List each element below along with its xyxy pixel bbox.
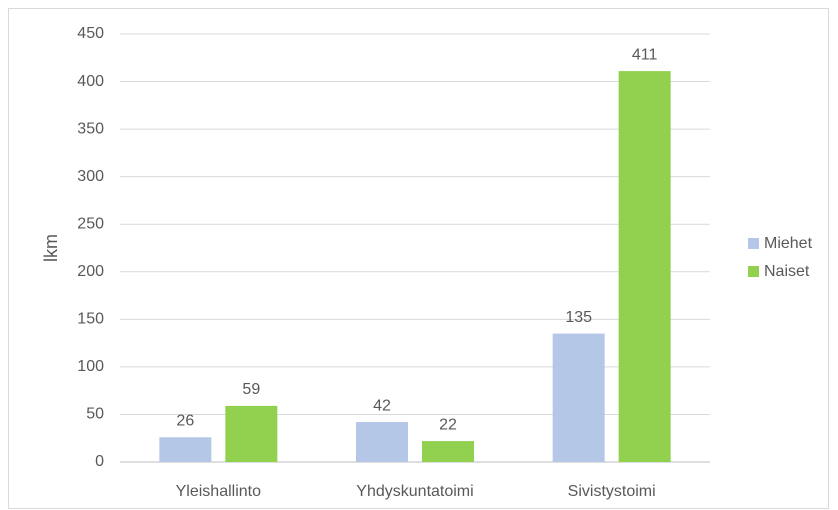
bar [552,333,605,462]
x-tick-label: Yleishallinto [176,483,261,500]
legend-swatch [748,266,759,277]
y-tick-label: 400 [77,73,104,90]
bar [225,405,278,462]
data-label: 135 [565,309,592,326]
y-tick-label: 350 [77,120,104,137]
x-tick-label: Sivistystoimi [568,483,656,500]
data-label: 42 [373,397,391,414]
legend-label: Naiset [764,263,810,280]
legend-label: Miehet [764,235,813,252]
chart-border [8,8,829,509]
y-tick-label: 100 [77,358,104,375]
y-tick-label: 200 [77,263,104,280]
bar [356,422,408,462]
y-tick-label: 0 [95,453,104,470]
y-axis-label: lkm [41,234,61,262]
x-tick-label: Yhdyskuntatoimi [356,483,473,500]
y-tick-label: 300 [77,168,104,185]
bar [159,437,212,462]
bar [422,441,474,462]
data-label: 26 [176,412,194,429]
bar [618,71,671,463]
data-label: 411 [632,46,658,63]
y-tick-label: 150 [77,311,104,328]
data-label: 59 [242,381,260,398]
y-tick-label: 450 [77,25,104,42]
legend-swatch [748,238,759,249]
y-tick-label: 250 [77,215,104,232]
y-tick-label: 50 [86,406,104,423]
data-label: 22 [439,416,457,433]
